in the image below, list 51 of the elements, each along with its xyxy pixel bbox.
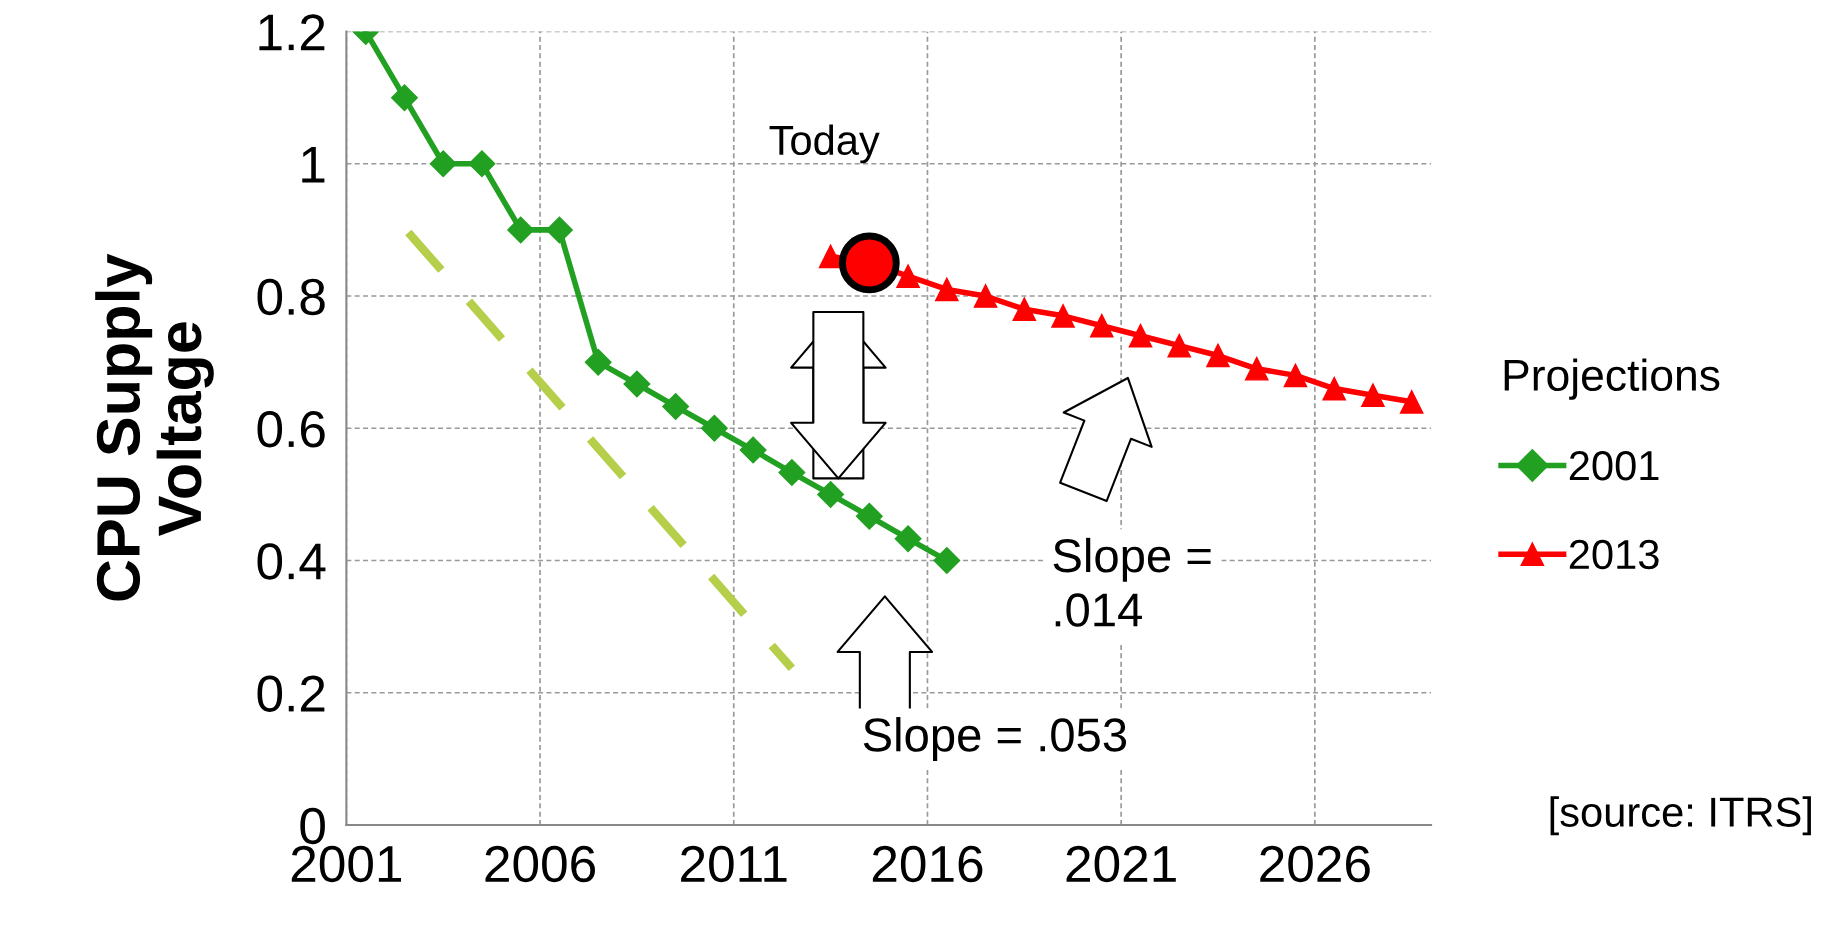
point: [429, 150, 457, 178]
legend-label: 2001: [1569, 450, 1659, 481]
point: [935, 277, 959, 302]
point: [700, 414, 728, 442]
legend-label: 2013: [1569, 539, 1659, 570]
y-tick-label: 0.6: [257, 411, 325, 448]
x-tick-label: 2001: [291, 845, 402, 883]
legend-title: Projections: [1504, 358, 1720, 400]
point: [1012, 297, 1037, 322]
point: [855, 502, 883, 530]
x-tick-label: 2006: [485, 845, 595, 883]
point: [739, 436, 767, 464]
annotation: Slope = .053: [863, 717, 1127, 762]
point: [1244, 356, 1269, 381]
x-tick-label: 2016: [872, 845, 983, 883]
y-axis-title: CPU Supply Voltage: [95, 253, 214, 601]
point: [933, 547, 961, 574]
point: [623, 370, 651, 398]
annotation: Slope = .014: [1053, 537, 1211, 627]
point: [1089, 313, 1114, 338]
point: [896, 264, 920, 288]
point: [662, 392, 690, 420]
y-tick-label: 1.2: [259, 14, 325, 51]
point: [468, 150, 496, 178]
point: [894, 525, 922, 553]
x-tick-label: 2021: [1066, 845, 1176, 883]
point: [1322, 376, 1347, 401]
y-tick-label: 1: [302, 147, 325, 183]
point: [1283, 363, 1308, 388]
point: [507, 216, 535, 244]
y-tick-label: 0.4: [257, 543, 326, 580]
y-tick-label: 0.2: [257, 675, 325, 712]
point: [1399, 390, 1424, 414]
y-tick-label: 0: [300, 807, 325, 845]
x-tick-label: 2026: [1260, 845, 1370, 883]
point: [778, 459, 806, 487]
point: [1206, 343, 1230, 368]
annotation: Today: [769, 124, 880, 164]
point: [1167, 333, 1192, 358]
point: [391, 84, 418, 112]
text: [source: ITRS]: [1550, 796, 1811, 836]
point: [545, 216, 573, 244]
point: [1361, 383, 1385, 408]
point: [817, 480, 845, 508]
point: [973, 284, 998, 308]
x-tick-label: 2011: [681, 845, 787, 883]
point: [1051, 304, 1075, 328]
point: [1128, 323, 1153, 348]
point: [584, 348, 612, 376]
point: [838, 232, 900, 294]
y-tick-label: 0.8: [257, 278, 325, 316]
